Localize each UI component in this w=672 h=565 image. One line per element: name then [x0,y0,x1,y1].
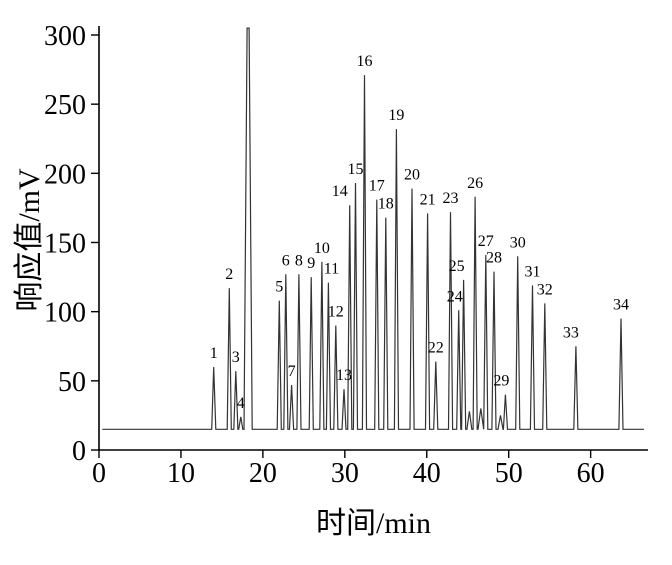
x-tick-label: 10 [167,458,195,489]
peak-label: 4 [237,395,245,412]
x-axis-title: 时间/min [315,507,431,540]
x-tick-label: 50 [495,458,523,489]
peak-label: 9 [307,255,315,272]
peak-label: 30 [510,234,526,251]
tick-marks [91,34,592,458]
x-tick-label: 0 [92,458,106,489]
peak-label: 26 [467,175,483,192]
x-tick-label: 40 [413,458,441,489]
peak-label: 3 [232,349,240,366]
x-tick-label: 60 [577,458,605,489]
peak-label: 5 [275,279,283,296]
x-tick-label: 30 [331,458,359,489]
peak-label: 31 [525,263,541,280]
peak-label: 11 [324,261,339,278]
peak-label: 25 [449,258,465,275]
x-tick-label: 20 [249,458,277,489]
y-tick-label: 50 [58,367,86,398]
peak-label: 34 [613,297,629,314]
peak-label: 17 [369,178,385,195]
peak-label: 14 [332,183,348,200]
y-tick-label: 150 [44,229,86,260]
peak-label: 32 [537,281,553,298]
chromatogram-trace [102,27,644,430]
y-tick-label: 100 [44,298,86,329]
peak-label: 21 [420,191,436,208]
peak-label: 22 [428,340,444,357]
y-axis-title: 响应值/mV [13,168,46,312]
y-tick-label: 300 [44,21,86,52]
y-tick-label: 200 [44,159,86,190]
axes [98,26,648,451]
peak-label: 6 [282,252,290,269]
peak-label: 7 [288,363,296,380]
peak-label: 2 [225,266,233,283]
peak-label: 23 [443,190,459,207]
peak-label: 13 [336,367,352,384]
tick-labels: 0 50 100 150 200 250 300 0 10 20 30 40 50 60 [44,21,605,489]
peak-label: 19 [388,107,404,124]
peak-label: 8 [295,252,303,269]
peak-label: 33 [563,324,579,341]
peak-label: 10 [314,240,330,257]
y-tick-label: 0 [72,436,86,467]
peak-label: 12 [328,304,344,321]
peak-label: 15 [348,161,364,178]
peak-label: 20 [404,167,420,184]
peak-label: 28 [486,250,502,267]
y-tick-label: 250 [44,90,86,121]
peak-label: 1 [210,345,218,362]
peak-label: 27 [478,233,494,250]
peak-label: 29 [493,373,509,390]
peak-label: 16 [357,53,373,70]
peak-label: 24 [447,288,463,305]
peak-label: 18 [378,196,394,213]
